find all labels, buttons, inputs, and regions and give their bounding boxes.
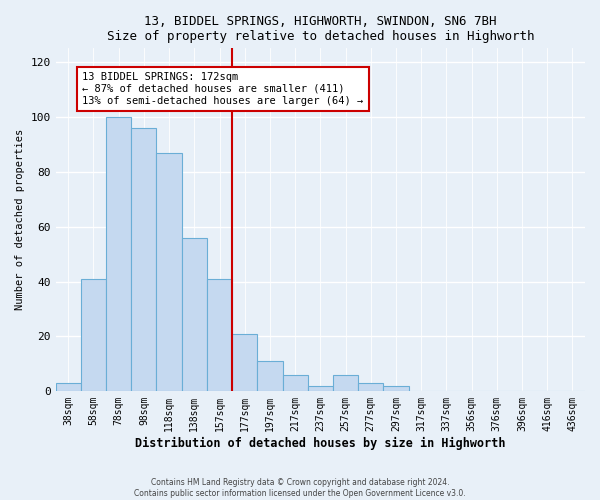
Bar: [157, 152, 182, 391]
Bar: [358, 383, 383, 391]
Bar: [131, 128, 157, 391]
Bar: [257, 361, 283, 391]
Bar: [182, 238, 207, 391]
Bar: [106, 117, 131, 391]
Y-axis label: Number of detached properties: Number of detached properties: [15, 129, 25, 310]
Text: 13 BIDDEL SPRINGS: 172sqm
← 87% of detached houses are smaller (411)
13% of semi: 13 BIDDEL SPRINGS: 172sqm ← 87% of detac…: [82, 72, 364, 106]
Bar: [383, 386, 409, 391]
Bar: [308, 386, 333, 391]
X-axis label: Distribution of detached houses by size in Highworth: Distribution of detached houses by size …: [135, 437, 506, 450]
Bar: [81, 279, 106, 391]
Bar: [283, 375, 308, 391]
Bar: [232, 334, 257, 391]
Text: Contains HM Land Registry data © Crown copyright and database right 2024.
Contai: Contains HM Land Registry data © Crown c…: [134, 478, 466, 498]
Bar: [333, 375, 358, 391]
Bar: [56, 383, 81, 391]
Title: 13, BIDDEL SPRINGS, HIGHWORTH, SWINDON, SN6 7BH
Size of property relative to det: 13, BIDDEL SPRINGS, HIGHWORTH, SWINDON, …: [107, 15, 534, 43]
Bar: [207, 279, 232, 391]
